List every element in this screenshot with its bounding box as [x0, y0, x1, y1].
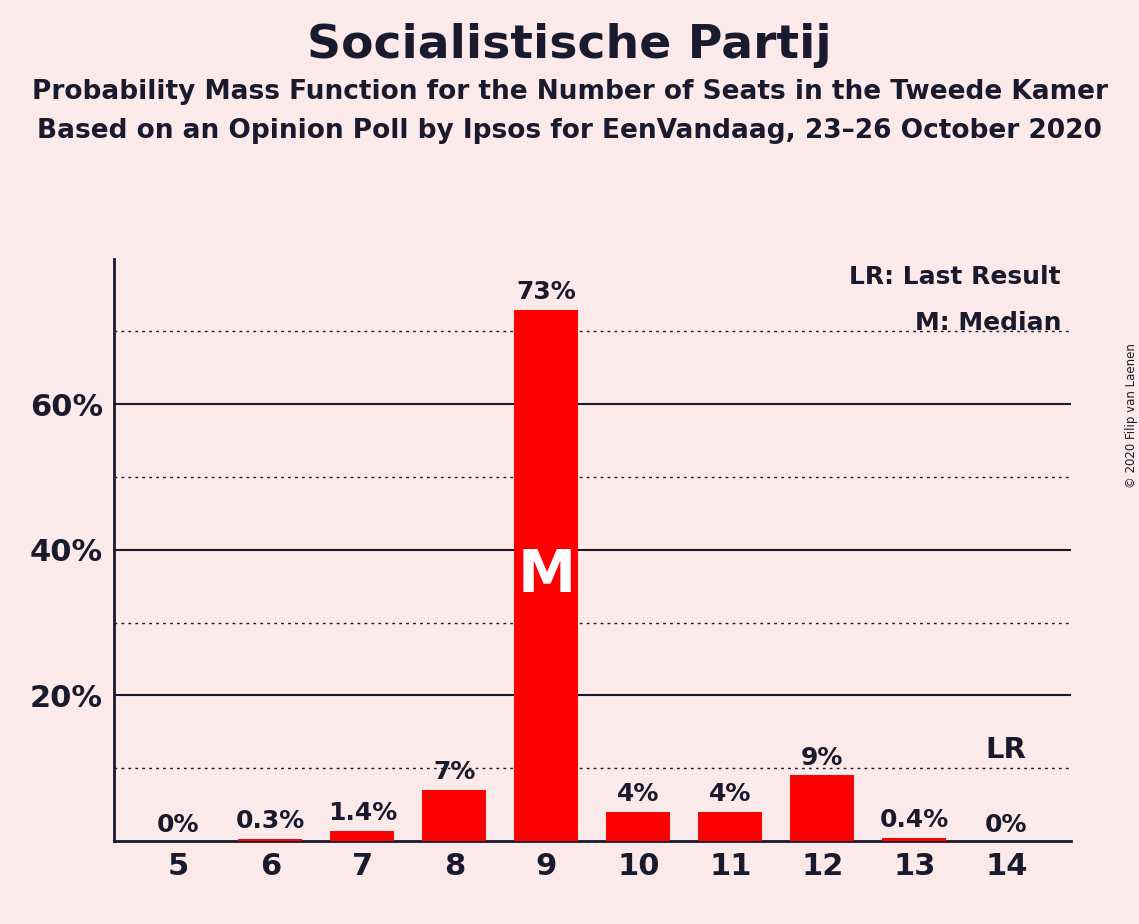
- Bar: [882, 838, 947, 841]
- Text: 1.4%: 1.4%: [328, 801, 396, 825]
- Text: 4%: 4%: [617, 782, 659, 806]
- Text: Based on an Opinion Poll by Ipsos for EenVandaag, 23–26 October 2020: Based on an Opinion Poll by Ipsos for Ee…: [38, 118, 1101, 144]
- Text: M: Median: M: Median: [915, 311, 1062, 335]
- Text: 0.4%: 0.4%: [879, 808, 949, 833]
- Text: Socialistische Partij: Socialistische Partij: [308, 23, 831, 68]
- Text: © 2020 Filip van Laenen: © 2020 Filip van Laenen: [1124, 344, 1138, 488]
- Text: 0%: 0%: [157, 813, 199, 837]
- Text: 0%: 0%: [985, 813, 1027, 837]
- Text: 73%: 73%: [516, 280, 576, 304]
- Bar: [606, 812, 671, 841]
- Text: 0.3%: 0.3%: [236, 808, 305, 833]
- Text: LR: LR: [986, 736, 1026, 764]
- Bar: [238, 839, 303, 841]
- Text: 4%: 4%: [710, 782, 752, 806]
- Bar: [423, 790, 486, 841]
- Text: M: M: [517, 547, 575, 603]
- Bar: [790, 775, 854, 841]
- Bar: [330, 831, 394, 841]
- Bar: [514, 310, 579, 841]
- Bar: [698, 812, 762, 841]
- Text: 9%: 9%: [801, 746, 844, 770]
- Text: LR: Last Result: LR: Last Result: [850, 264, 1062, 288]
- Text: Probability Mass Function for the Number of Seats in the Tweede Kamer: Probability Mass Function for the Number…: [32, 79, 1107, 104]
- Text: 7%: 7%: [433, 760, 475, 784]
